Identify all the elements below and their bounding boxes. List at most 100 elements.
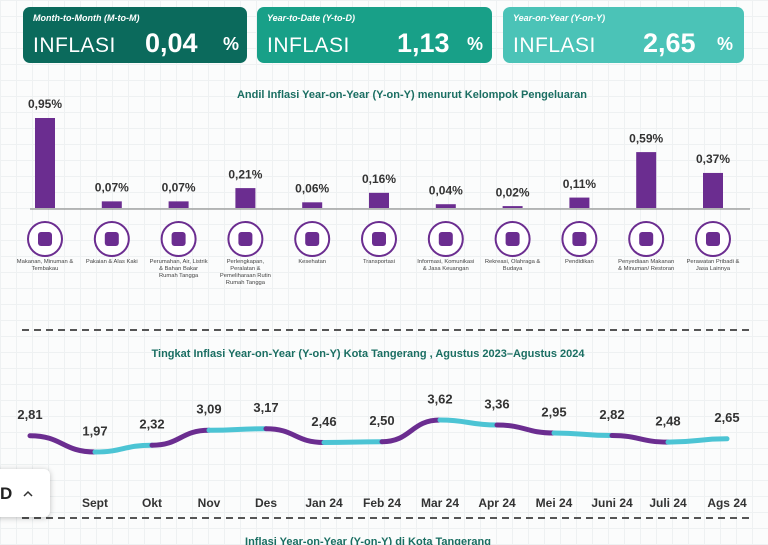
card-unit: %: [717, 34, 734, 54]
category-icon: [639, 232, 654, 246]
value-label: 3,17: [253, 400, 278, 415]
card-label: Month-to-Month (M-to-M): [33, 13, 140, 23]
value-label: 2,95: [541, 404, 566, 419]
value-label: 0,21%: [228, 167, 262, 181]
footer-title: Inflasi Year-on-Year (Y-on-Y) di Kota Ta…: [245, 536, 491, 545]
card-unit: %: [467, 34, 484, 54]
card-label: Year-to-Date (Y-to-D): [267, 13, 355, 23]
value-label: 0,07%: [162, 181, 196, 195]
category-icon: [372, 232, 386, 246]
line-segment: [551, 430, 615, 439]
value-label: 0,04%: [429, 183, 463, 197]
card: Month-to-Month (M-to-M) INFLASI 0,04 %: [23, 7, 247, 63]
value-label: 0,02%: [496, 185, 530, 199]
value-label: 0,59%: [629, 131, 663, 145]
category-icon: [104, 232, 119, 246]
value-label: 1,97: [82, 423, 107, 438]
x-tick-label: Des: [255, 496, 277, 510]
value-label: 2,82: [599, 407, 624, 422]
chart-title: Andil Inflasi Year-on-Year (Y-on-Y) menu…: [237, 89, 587, 101]
value-label: 3,09: [196, 402, 221, 417]
x-tick-label: Juli 24: [649, 496, 687, 510]
category-label: Perumahan, Air, Listrik & Bahan Bakar Ru…: [149, 259, 208, 279]
card-value: 0,04: [145, 28, 198, 58]
category-label: Pakaian & Alas Kaki: [85, 259, 138, 265]
line-segment: [92, 442, 155, 455]
x-tick-label: Sept: [82, 496, 108, 510]
line-segment: [321, 439, 385, 445]
line-segment: [206, 426, 269, 433]
value-label: 0,16%: [362, 172, 396, 186]
category-icon: [572, 232, 587, 246]
bar: [168, 201, 189, 208]
card-label: Year-on-Year (Y-on-Y): [513, 13, 606, 23]
x-tick-label: Juni 24: [591, 496, 633, 510]
line-segment: [665, 436, 730, 445]
x-tick-label: Mei 24: [536, 496, 573, 510]
card-title: INFLASI: [33, 34, 116, 57]
category-label: Rekreasi, Olahraga & Budaya: [484, 259, 541, 272]
line-segment: [27, 433, 98, 455]
value-label: 3,36: [484, 396, 509, 411]
x-tick-label: Okt: [142, 496, 162, 510]
bar: [369, 192, 389, 208]
popup[interactable]: D: [0, 469, 50, 517]
category-label: Penyediaan Makanan & Minuman/ Restoran: [618, 259, 675, 272]
category-icon: [238, 232, 253, 246]
card-value: 1,13: [397, 28, 450, 58]
card-title: INFLASI: [513, 34, 596, 57]
value-label: 0,06%: [295, 181, 329, 195]
popup-label: D: [0, 484, 13, 503]
card-unit: %: [223, 34, 240, 54]
category-label: Makanan, Minuman & Tembakau: [16, 259, 74, 272]
caret: [23, 490, 33, 497]
category-icon: [706, 232, 720, 246]
chart-title: Tingkat Inflasi Year-on-Year (Y-on-Y) Ko…: [152, 348, 586, 360]
x-tick-label: Ags 24: [707, 496, 747, 510]
value-label: 0,95%: [28, 97, 62, 111]
bar: [302, 202, 323, 208]
category-label: Pendidikan: [565, 259, 594, 265]
line-segment: [494, 422, 557, 436]
bar: [35, 118, 55, 208]
value-label: 2,50: [369, 413, 394, 428]
bar: [435, 204, 456, 208]
category-label: Perawatan Pribadi & Jasa Lainnya: [686, 259, 740, 272]
value-label: 2,48: [655, 414, 680, 429]
category-icon: [38, 232, 52, 246]
value-label: 0,11%: [563, 177, 597, 191]
bar: [101, 201, 122, 208]
bar: [235, 188, 256, 208]
card-title: INFLASI: [267, 34, 350, 57]
value-label: 2,32: [139, 417, 164, 432]
value-label: 2,65: [714, 410, 739, 425]
category-label: Perlengkapan, Peralatan & Pemeliharaan R…: [219, 259, 271, 286]
x-tick-label: Nov: [198, 496, 221, 510]
category-icon: [438, 232, 453, 246]
category-label: Informasi, Komunikasi & Jasa Keuangan: [417, 259, 475, 272]
x-tick-label: Mar 24: [421, 496, 459, 510]
line-segment: [263, 426, 327, 445]
bar: [569, 197, 590, 208]
x-tick-label: Feb 24: [363, 496, 401, 510]
value-label: 0,37%: [696, 152, 730, 166]
bar: [703, 172, 723, 208]
category-label: Kesehatan: [298, 259, 327, 265]
card: Year-to-Date (Y-to-D) INFLASI 1,13 %: [257, 7, 492, 63]
card-value: 2,65: [643, 28, 696, 58]
category-label: Transportasi: [362, 259, 395, 265]
card: Year-on-Year (Y-on-Y) INFLASI 2,65 %: [503, 7, 744, 63]
line-segment: [379, 417, 443, 445]
bar: [502, 206, 523, 208]
line-segment: [149, 427, 212, 448]
category-icon: [171, 232, 186, 246]
line-segment: [437, 417, 500, 428]
value-label: 0,07%: [95, 181, 129, 195]
value-label: 2,46: [311, 414, 336, 429]
category-icon: [305, 232, 320, 246]
value-label: 2,81: [17, 407, 42, 422]
x-tick-label: Jan 24: [305, 496, 343, 510]
bar: [636, 152, 657, 208]
